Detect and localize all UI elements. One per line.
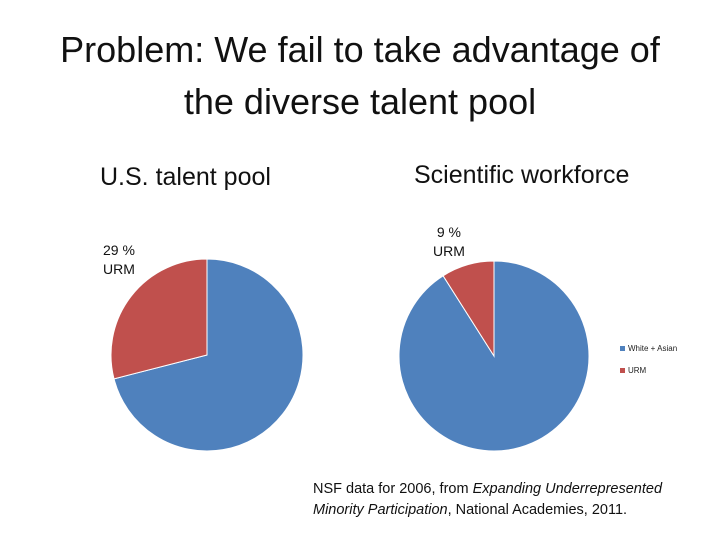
pie-slice-urm: [442, 260, 495, 358]
chart-title-us-talent-pool: U.S. talent pool: [100, 163, 271, 191]
data-label-urm-us-talent-pool: 29 % URM: [103, 241, 135, 279]
source-note: NSF data for 2006, from Expanding Underr…: [313, 479, 662, 521]
slide-title: Problem: We fail to take advantage of th…: [0, 24, 720, 128]
legend-label: White + Asian: [628, 343, 678, 353]
legend-swatch-white-asian: [620, 345, 625, 351]
source-prefix: NSF data for 2006, from: [313, 481, 473, 497]
source-line-2: Minority Participation, National Academi…: [313, 500, 662, 521]
legend-item-urm: URM: [620, 365, 677, 375]
source-title-part-2: Minority Participation: [313, 502, 448, 518]
pie-slice-urm: [110, 258, 208, 380]
data-label-category: URM: [103, 261, 135, 277]
chart-title-scientific-workforce: Scientific workforce: [414, 161, 630, 189]
data-label-value: 29 %: [103, 242, 135, 258]
legend-swatch-urm: [620, 367, 625, 373]
legend-label: URM: [628, 365, 647, 375]
slide-title-line-1: Problem: We fail to take advantage of: [60, 29, 660, 70]
source-title-part-1: Expanding Underrepresented: [472, 481, 663, 497]
slide-title-line-2: the diverse talent pool: [183, 81, 537, 122]
legend: White + Asian URM: [620, 343, 677, 387]
data-label-value: 9 %: [436, 224, 461, 240]
legend-item-white-asian: White + Asian: [620, 343, 677, 353]
pie-slice-white-asian: [113, 258, 304, 452]
source-suffix: , National Academies, 2011.: [447, 502, 628, 518]
data-label-urm-scientific-workforce: 9 % URM: [433, 223, 465, 261]
data-label-category: URM: [433, 243, 465, 259]
source-line-1: NSF data for 2006, from Expanding Underr…: [313, 479, 662, 500]
